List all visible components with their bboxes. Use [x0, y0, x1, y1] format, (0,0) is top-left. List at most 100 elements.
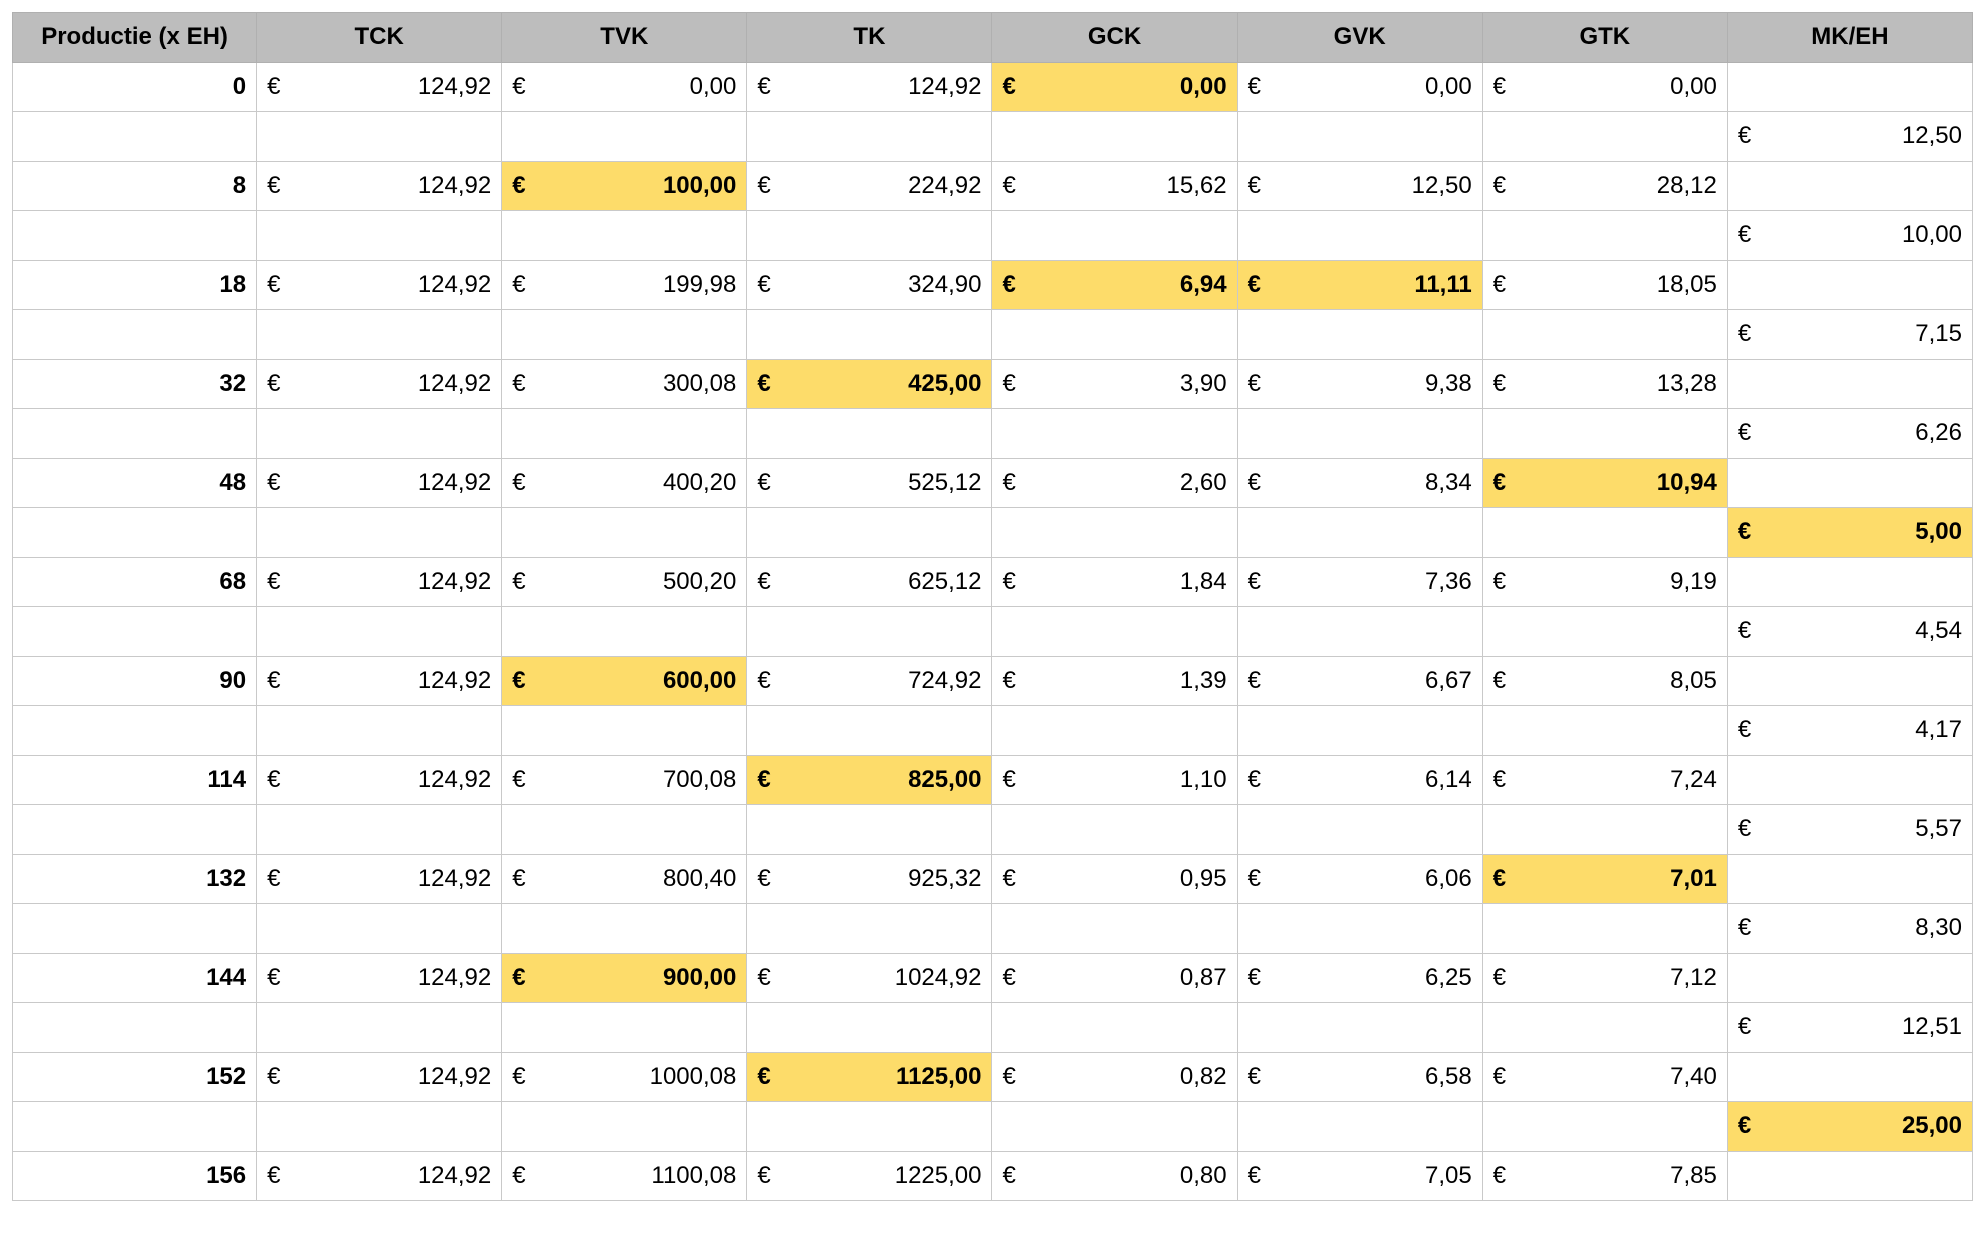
cell-gvk[interactable]: [1236, 1101, 1483, 1152]
cell-gck[interactable]: [991, 309, 1238, 360]
cell-productie[interactable]: [11, 903, 258, 954]
cell-gck[interactable]: €0,82: [991, 1051, 1238, 1102]
cell-tck[interactable]: [256, 1002, 503, 1053]
cell-gvk[interactable]: €6,06: [1236, 853, 1483, 904]
cell-productie[interactable]: [11, 210, 258, 261]
cell-productie[interactable]: 144: [11, 952, 258, 1003]
cell-gck[interactable]: €0,87: [991, 952, 1238, 1003]
header-gtk[interactable]: GTK: [1481, 12, 1728, 63]
cell-tck[interactable]: [256, 408, 503, 459]
cell-tvk[interactable]: [501, 210, 748, 261]
cell-gck[interactable]: [991, 408, 1238, 459]
cell-mk[interactable]: [1726, 1150, 1974, 1201]
cell-mk[interactable]: [1726, 655, 1974, 706]
cell-tvk[interactable]: [501, 804, 748, 855]
cell-tck[interactable]: €124,92: [256, 1150, 503, 1201]
cell-gck[interactable]: [991, 903, 1238, 954]
cell-gck[interactable]: [991, 1101, 1238, 1152]
cell-productie[interactable]: 8: [11, 160, 258, 211]
cell-tk[interactable]: €625,12: [746, 556, 993, 607]
cell-gck[interactable]: [991, 210, 1238, 261]
cell-productie[interactable]: 114: [11, 754, 258, 805]
cell-tk[interactable]: €425,00: [746, 358, 993, 409]
cell-mk[interactable]: €4,54: [1726, 606, 1974, 657]
cell-tvk[interactable]: €700,08: [501, 754, 748, 805]
cell-tk[interactable]: [746, 705, 993, 756]
cell-productie[interactable]: [11, 804, 258, 855]
cell-gtk[interactable]: [1481, 408, 1728, 459]
cell-mk[interactable]: [1726, 160, 1974, 211]
cell-tk[interactable]: €1125,00: [746, 1051, 993, 1102]
cell-productie[interactable]: 68: [11, 556, 258, 607]
header-tck[interactable]: TCK: [256, 12, 503, 63]
cell-gvk[interactable]: [1236, 309, 1483, 360]
cell-gtk[interactable]: €18,05: [1481, 259, 1728, 310]
cell-tk[interactable]: €925,32: [746, 853, 993, 904]
cell-productie[interactable]: 156: [11, 1150, 258, 1201]
cell-productie[interactable]: [11, 705, 258, 756]
cell-gck[interactable]: [991, 804, 1238, 855]
cell-tvk[interactable]: €0,00: [501, 61, 748, 112]
cell-gtk[interactable]: [1481, 1101, 1728, 1152]
cell-tk[interactable]: [746, 111, 993, 162]
cell-gck[interactable]: €1,84: [991, 556, 1238, 607]
cell-tk[interactable]: [746, 309, 993, 360]
cell-gtk[interactable]: [1481, 210, 1728, 261]
cell-gtk[interactable]: [1481, 507, 1728, 558]
cell-productie[interactable]: 32: [11, 358, 258, 409]
cell-gtk[interactable]: €7,12: [1481, 952, 1728, 1003]
cell-tck[interactable]: [256, 1101, 503, 1152]
cell-tvk[interactable]: €900,00: [501, 952, 748, 1003]
cell-tk[interactable]: [746, 507, 993, 558]
cell-gck[interactable]: €0,95: [991, 853, 1238, 904]
cell-gvk[interactable]: [1236, 210, 1483, 261]
cell-tck[interactable]: [256, 705, 503, 756]
cell-tck[interactable]: [256, 210, 503, 261]
cell-tk[interactable]: €825,00: [746, 754, 993, 805]
cell-tvk[interactable]: [501, 903, 748, 954]
cell-tk[interactable]: €324,90: [746, 259, 993, 310]
cell-gvk[interactable]: €6,25: [1236, 952, 1483, 1003]
cell-gvk[interactable]: €7,36: [1236, 556, 1483, 607]
cell-productie[interactable]: 48: [11, 457, 258, 508]
cell-gck[interactable]: €3,90: [991, 358, 1238, 409]
cell-gtk[interactable]: €13,28: [1481, 358, 1728, 409]
cell-gvk[interactable]: €12,50: [1236, 160, 1483, 211]
cell-tck[interactable]: €124,92: [256, 853, 503, 904]
cell-gck[interactable]: [991, 705, 1238, 756]
cell-gck[interactable]: €6,94: [991, 259, 1238, 310]
cell-tk[interactable]: €525,12: [746, 457, 993, 508]
cell-productie[interactable]: 132: [11, 853, 258, 904]
cell-tvk[interactable]: €1100,08: [501, 1150, 748, 1201]
cell-mk[interactable]: €5,57: [1726, 804, 1974, 855]
cell-mk[interactable]: €4,17: [1726, 705, 1974, 756]
cell-mk[interactable]: €25,00: [1726, 1101, 1974, 1152]
cell-gtk[interactable]: [1481, 705, 1728, 756]
cell-gvk[interactable]: €7,05: [1236, 1150, 1483, 1201]
cell-gtk[interactable]: €10,94: [1481, 457, 1728, 508]
cell-gck[interactable]: [991, 1002, 1238, 1053]
cell-tk[interactable]: [746, 210, 993, 261]
cell-mk[interactable]: [1726, 1051, 1974, 1102]
cell-gtk[interactable]: €7,85: [1481, 1150, 1728, 1201]
cell-tk[interactable]: [746, 1002, 993, 1053]
cell-gtk[interactable]: [1481, 309, 1728, 360]
cell-tck[interactable]: €124,92: [256, 655, 503, 706]
cell-gvk[interactable]: €8,34: [1236, 457, 1483, 508]
cell-tck[interactable]: €124,92: [256, 1051, 503, 1102]
cell-gck[interactable]: €1,39: [991, 655, 1238, 706]
cell-tk[interactable]: [746, 606, 993, 657]
cell-productie[interactable]: [11, 606, 258, 657]
cell-gvk[interactable]: [1236, 408, 1483, 459]
cell-gvk[interactable]: [1236, 606, 1483, 657]
cell-tvk[interactable]: €800,40: [501, 853, 748, 904]
cell-gtk[interactable]: [1481, 804, 1728, 855]
cell-tvk[interactable]: [501, 606, 748, 657]
cell-gvk[interactable]: €6,58: [1236, 1051, 1483, 1102]
cell-mk[interactable]: [1726, 952, 1974, 1003]
cell-productie[interactable]: [11, 408, 258, 459]
header-gvk[interactable]: GVK: [1236, 12, 1483, 63]
cell-mk[interactable]: €12,51: [1726, 1002, 1974, 1053]
cell-gck[interactable]: [991, 111, 1238, 162]
header-tk[interactable]: TK: [746, 12, 993, 63]
